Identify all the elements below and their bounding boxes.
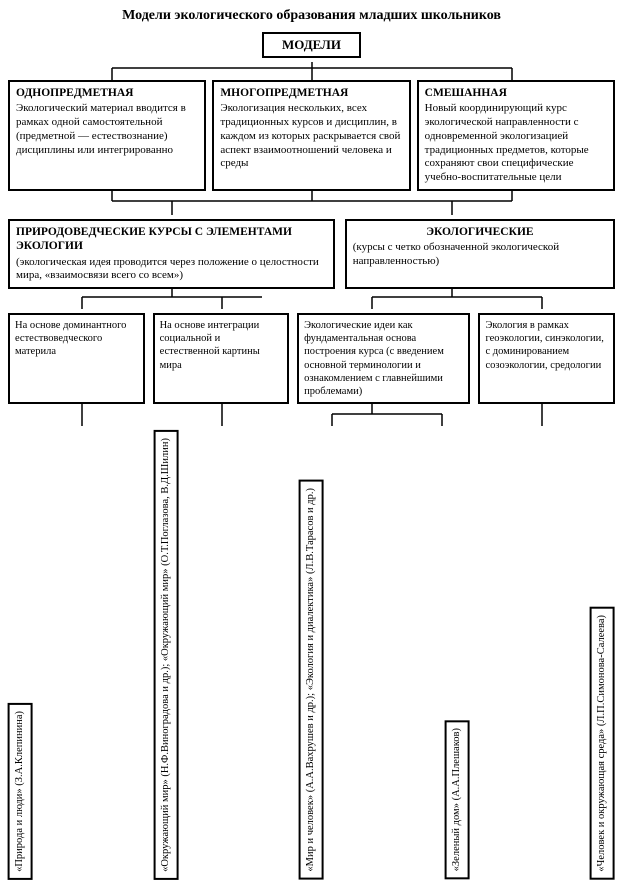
leaf-mir-chelovek: «Мир и человек» (А.А.Вахрушев и др.); «Э… xyxy=(299,480,324,880)
node-header: ЭКОЛОГИЧЕСКИЕ xyxy=(353,225,607,239)
leaf-zelenyy-dom: «Зеленый дом» (А.А.Плешаков) xyxy=(445,720,470,879)
node-body: Экологический материал вводится в рамках… xyxy=(16,102,198,157)
node-dominant-natural: На основе доминантного естествоведческог… xyxy=(8,313,145,404)
node-body: Новый координирующий курс экологической … xyxy=(425,102,607,185)
node-single-subject: ОДНОПРЕДМЕТНАЯ Экологический материал вв… xyxy=(8,80,206,191)
connector-root-l2 xyxy=(12,62,612,80)
node-multi-subject: МНОГОПРЕДМЕТНАЯ Экологизация нескольких,… xyxy=(212,80,410,191)
leaf-row: «Природа и люди» (З.А.Клепинина) «Окружа… xyxy=(8,430,615,880)
leaf-okruzhayushchiy-mir: «Окружающий мир» (Н.Ф.Виноградова и др.)… xyxy=(154,430,179,880)
node-header: СМЕШАННАЯ xyxy=(425,86,607,100)
node-ecological-courses: ЭКОЛОГИЧЕСКИЕ (курсы с четко обозначенно… xyxy=(345,219,615,289)
node-body: (экологическая идея проводится через пол… xyxy=(16,256,327,284)
diagram-title: Модели экологического образования младши… xyxy=(8,8,615,24)
node-fundamental: Экологические идеи как фундаментальная о… xyxy=(297,313,470,404)
node-header: ОДНОПРЕДМЕТНАЯ xyxy=(16,86,198,100)
root-node: МОДЕЛИ xyxy=(262,32,361,58)
node-header: ПРИРОДОВЕДЧЕСКИЕ КУРСЫ С ЭЛЕМЕНТАМИ ЭКОЛ… xyxy=(16,225,327,254)
leaf-priroda-lyudi: «Природа и люди» (З.А.Клепинина) xyxy=(8,703,33,880)
leaf-chelovek-sreda: «Человек и окружающая среда» (Л.П.Симоно… xyxy=(590,607,615,880)
connector-l4-leaves xyxy=(12,404,612,426)
node-body: (курсы с четко обозначенной экологическо… xyxy=(353,241,607,269)
node-integration: На основе интеграции социальной и естест… xyxy=(153,313,290,404)
level3-row: ПРИРОДОВЕДЧЕСКИЕ КУРСЫ С ЭЛЕМЕНТАМИ ЭКОЛ… xyxy=(8,219,615,289)
node-nature-courses: ПРИРОДОВЕДЧЕСКИЕ КУРСЫ С ЭЛЕМЕНТАМИ ЭКОЛ… xyxy=(8,219,335,289)
connector-l2-l3 xyxy=(12,191,612,215)
node-header: МНОГОПРЕДМЕТНАЯ xyxy=(220,86,402,100)
node-geoecology: Экология в рамках геоэкологии, синэколог… xyxy=(478,313,615,404)
level2-row: ОДНОПРЕДМЕТНАЯ Экологический материал вв… xyxy=(8,80,615,191)
node-body: Экологизация нескольких, всех традиционн… xyxy=(220,102,402,171)
connector-l3-l4 xyxy=(12,289,612,309)
level4-row: На основе доминантного естествоведческог… xyxy=(8,313,615,404)
node-mixed: СМЕШАННАЯ Новый координирующий курс экол… xyxy=(417,80,615,191)
